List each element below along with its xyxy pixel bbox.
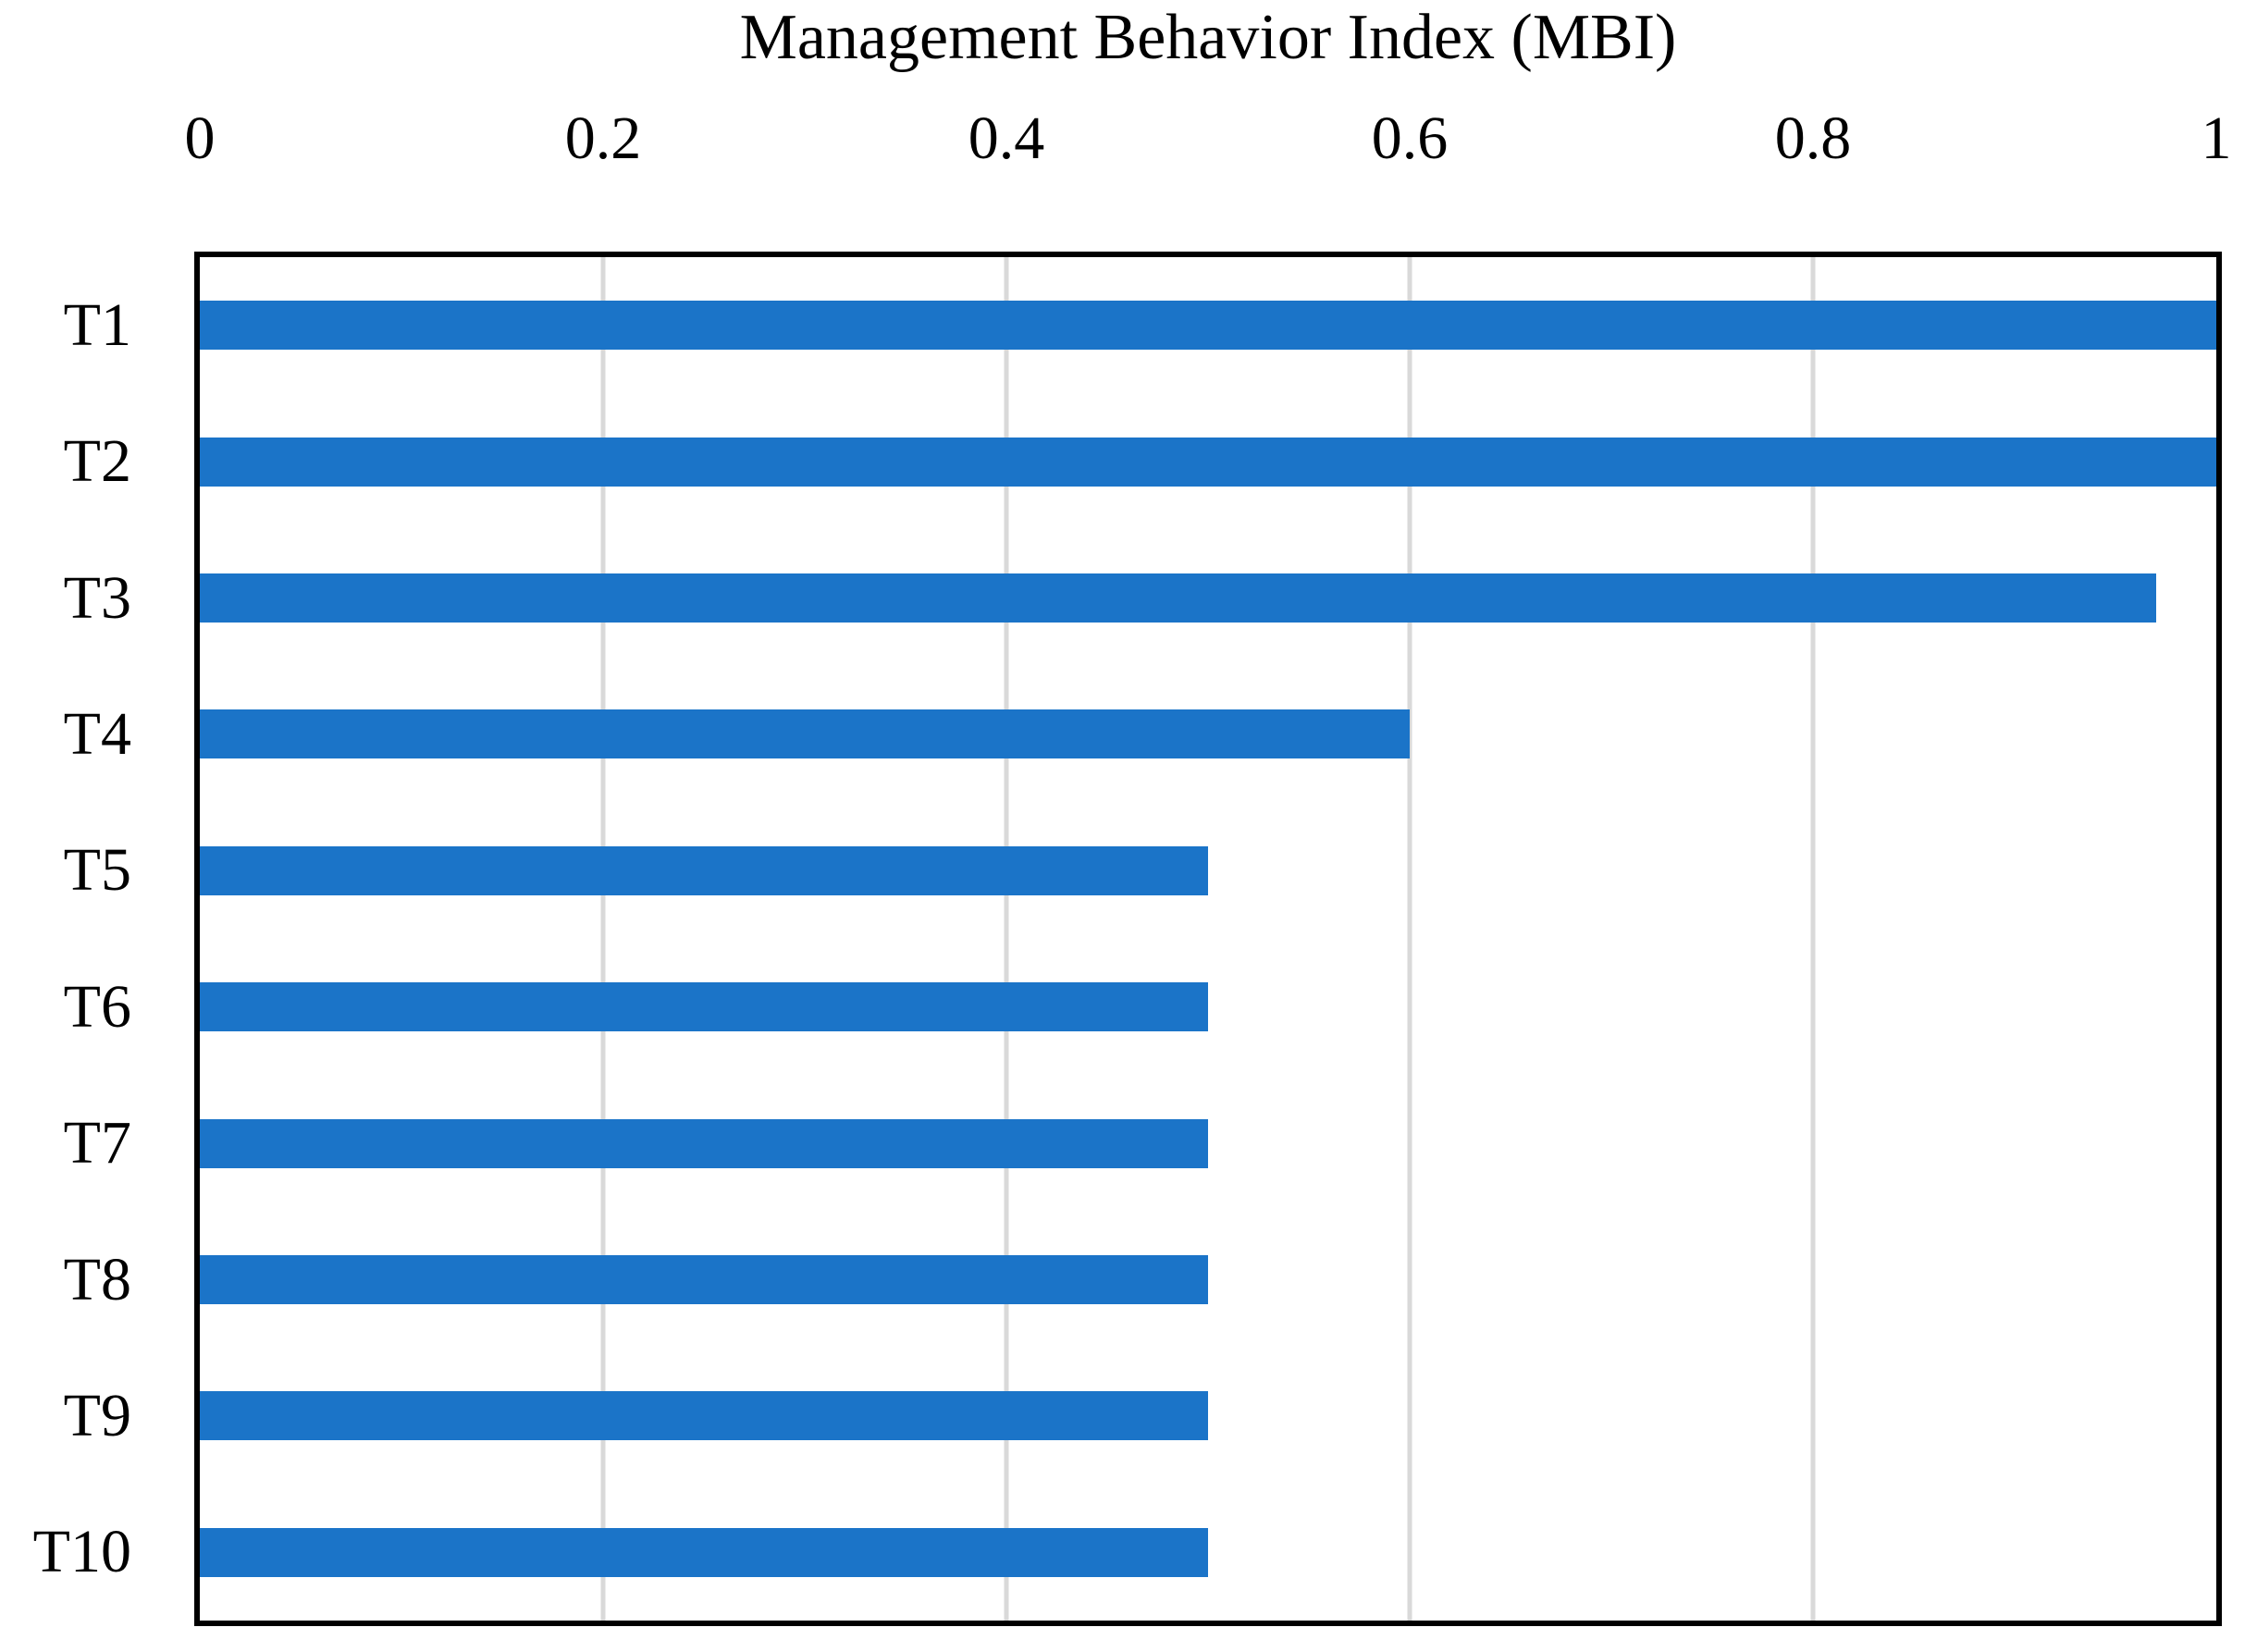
y-category-label: T7 (63, 1109, 131, 1177)
bar-T9 (200, 1391, 1208, 1441)
gridline (600, 257, 606, 1621)
y-axis-category-labels: T1 T2 T3 T4 T5 T6 T7 T8 T9 T10 (0, 257, 139, 1621)
bar-T5 (200, 845, 1208, 895)
gridline-layer (200, 257, 2216, 1621)
y-category-label: T10 (32, 1518, 131, 1586)
bar-T10 (200, 1527, 1208, 1577)
gridline (1407, 257, 1412, 1621)
x-tick-label: 0.4 (968, 105, 1045, 172)
y-category-label: T3 (63, 563, 131, 632)
bar-T8 (200, 1255, 1208, 1304)
gridline (1004, 257, 1009, 1621)
x-tick-label: 0.2 (564, 105, 642, 172)
x-tick-label: 0 (184, 105, 216, 172)
bar-T6 (200, 982, 1208, 1032)
y-category-label: T4 (63, 699, 131, 768)
y-category-label: T2 (63, 427, 131, 496)
gridline (1810, 257, 1816, 1621)
x-tick-label: 0.8 (1774, 105, 1852, 172)
y-category-label: T1 (63, 290, 131, 359)
bar-layer (200, 257, 2216, 1621)
chart-title: Management Behavior Index (MBI) (739, 2, 1677, 73)
bar-T7 (200, 1118, 1208, 1168)
y-category-label: T5 (63, 836, 131, 905)
bar-T2 (200, 437, 2216, 487)
y-category-label: T8 (63, 1245, 131, 1313)
y-category-label: T6 (63, 972, 131, 1041)
bar-T3 (200, 573, 2156, 623)
y-category-label: T9 (63, 1381, 131, 1449)
bar-T1 (200, 301, 2216, 351)
bar-T4 (200, 709, 1410, 759)
x-tick-label: 1 (2201, 105, 2232, 172)
x-tick-label: 0.6 (1371, 105, 1449, 172)
x-axis: 0 0.2 0.4 0.6 0.8 1 (185, 100, 2232, 178)
plot-area (194, 252, 2222, 1626)
